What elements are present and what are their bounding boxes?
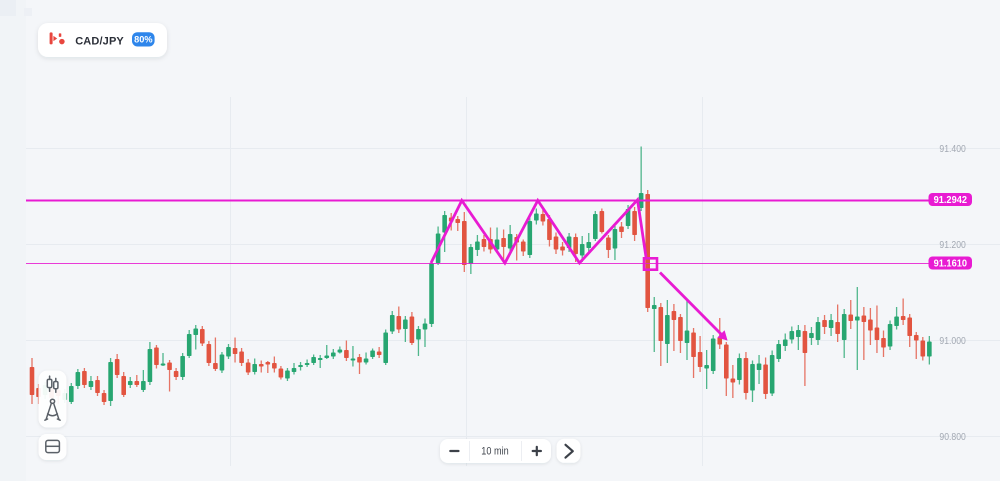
svg-text:91.1610: 91.1610	[934, 259, 968, 270]
svg-text:91.200: 91.200	[939, 240, 966, 251]
svg-text:CAD/JPY: CAD/JPY	[75, 35, 124, 47]
svg-text:10 min: 10 min	[481, 446, 508, 458]
svg-text:90.800: 90.800	[939, 432, 966, 443]
svg-text:91.2942: 91.2942	[934, 195, 968, 206]
svg-text:91.000: 91.000	[939, 336, 966, 347]
svg-text:91.400: 91.400	[939, 144, 966, 155]
svg-text:80%: 80%	[134, 35, 152, 45]
